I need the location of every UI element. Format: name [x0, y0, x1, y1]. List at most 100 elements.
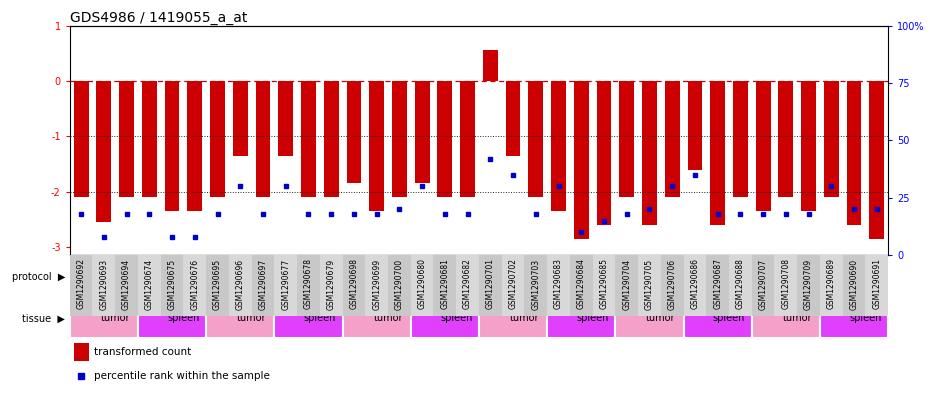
Bar [73, 343, 88, 361]
Text: transformed count: transformed count [94, 347, 192, 357]
Bar [70, 255, 206, 299]
Text: GSM1290702: GSM1290702 [509, 259, 518, 310]
Text: GSM1290706: GSM1290706 [668, 259, 677, 310]
Bar [756, 81, 770, 211]
Bar [729, 255, 751, 316]
Bar [619, 81, 634, 197]
Text: GSM1290674: GSM1290674 [145, 259, 153, 310]
Text: GSM1290683: GSM1290683 [554, 259, 563, 310]
Bar [274, 299, 342, 338]
Bar [142, 81, 156, 197]
Text: GSM1290694: GSM1290694 [122, 259, 131, 310]
Bar [73, 81, 88, 197]
Bar [574, 81, 589, 239]
Bar [820, 299, 888, 338]
Text: shRNA Arhgap5 transduced: shRNA Arhgap5 transduced [642, 273, 748, 281]
Text: GSM1290707: GSM1290707 [759, 259, 767, 310]
Bar [592, 255, 616, 316]
Bar [165, 81, 179, 211]
Bar [70, 255, 92, 316]
Text: GSM1290676: GSM1290676 [191, 259, 199, 310]
Text: shRNA Alk transduced: shRNA Alk transduced [789, 273, 874, 281]
Text: GSM1290680: GSM1290680 [418, 259, 427, 310]
Bar [479, 255, 501, 316]
Bar [616, 299, 684, 338]
Text: GSM1290675: GSM1290675 [167, 259, 177, 310]
Text: GSM1290677: GSM1290677 [281, 259, 290, 310]
Bar [415, 81, 430, 184]
Bar [684, 299, 751, 338]
Bar [501, 255, 525, 316]
Bar [433, 255, 457, 316]
Bar [206, 299, 274, 338]
Bar [206, 255, 229, 316]
Bar [437, 81, 452, 197]
Text: GSM1290678: GSM1290678 [304, 259, 313, 310]
Bar [119, 81, 134, 197]
Text: GSM1290701: GSM1290701 [485, 259, 495, 310]
Text: GSM1290705: GSM1290705 [644, 259, 654, 310]
Bar [369, 81, 384, 211]
Text: GSM1290686: GSM1290686 [690, 259, 699, 310]
Bar [483, 50, 498, 81]
Text: GSM1290682: GSM1290682 [463, 259, 472, 309]
Text: spleen: spleen [303, 313, 336, 323]
Bar [638, 255, 661, 316]
Bar [616, 255, 638, 316]
Bar [661, 255, 684, 316]
Text: tumor: tumor [373, 313, 403, 323]
Text: GSM1290684: GSM1290684 [577, 259, 586, 310]
Bar [551, 81, 565, 211]
Bar [274, 255, 297, 316]
Bar [570, 255, 592, 316]
Text: GSM1290681: GSM1290681 [440, 259, 449, 309]
Bar [870, 81, 884, 239]
Bar [392, 81, 406, 197]
Bar [342, 255, 365, 316]
Bar [301, 81, 316, 197]
Text: tumor: tumor [782, 313, 812, 323]
Text: GSM1290691: GSM1290691 [872, 259, 882, 310]
Text: GSM1290688: GSM1290688 [736, 259, 745, 309]
Text: shRNA Ppp2r2d transduced: shRNA Ppp2r2d transduced [233, 273, 339, 281]
Text: GSM1290689: GSM1290689 [827, 259, 836, 310]
Bar [733, 81, 748, 197]
Bar [320, 255, 342, 316]
Bar [206, 255, 342, 299]
Text: GSM1290700: GSM1290700 [395, 259, 404, 310]
Text: tissue  ▶: tissue ▶ [22, 313, 65, 323]
Text: GSM1290696: GSM1290696 [235, 259, 245, 310]
Bar [460, 81, 475, 197]
Text: tumor: tumor [646, 313, 675, 323]
Text: GSM1290690: GSM1290690 [849, 259, 858, 310]
Text: spleen: spleen [577, 313, 609, 323]
Text: GSM1290685: GSM1290685 [600, 259, 608, 310]
Bar [232, 81, 247, 156]
Text: spleen: spleen [712, 313, 745, 323]
Bar [365, 255, 388, 316]
Bar [846, 81, 861, 225]
Text: spleen: spleen [849, 313, 882, 323]
Bar [411, 299, 479, 338]
Bar [775, 255, 797, 316]
Bar [616, 255, 751, 299]
Bar [183, 255, 206, 316]
Bar [525, 255, 547, 316]
Bar [684, 255, 706, 316]
Bar [751, 255, 775, 316]
Text: GSM1290698: GSM1290698 [350, 259, 358, 310]
Bar [342, 255, 479, 299]
Text: GSM1290693: GSM1290693 [100, 259, 109, 310]
Text: shRNA Lacz transduced
(control): shRNA Lacz transduced (control) [104, 267, 194, 287]
Bar [252, 255, 274, 316]
Text: tumor: tumor [510, 313, 539, 323]
Bar [547, 299, 616, 338]
Text: tumor: tumor [237, 313, 266, 323]
Bar [820, 255, 843, 316]
Text: GSM1290703: GSM1290703 [531, 259, 540, 310]
Bar [347, 81, 361, 184]
Bar [866, 255, 888, 316]
Text: protocol  ▶: protocol ▶ [12, 272, 65, 282]
Bar [324, 81, 339, 197]
Bar [596, 81, 611, 225]
